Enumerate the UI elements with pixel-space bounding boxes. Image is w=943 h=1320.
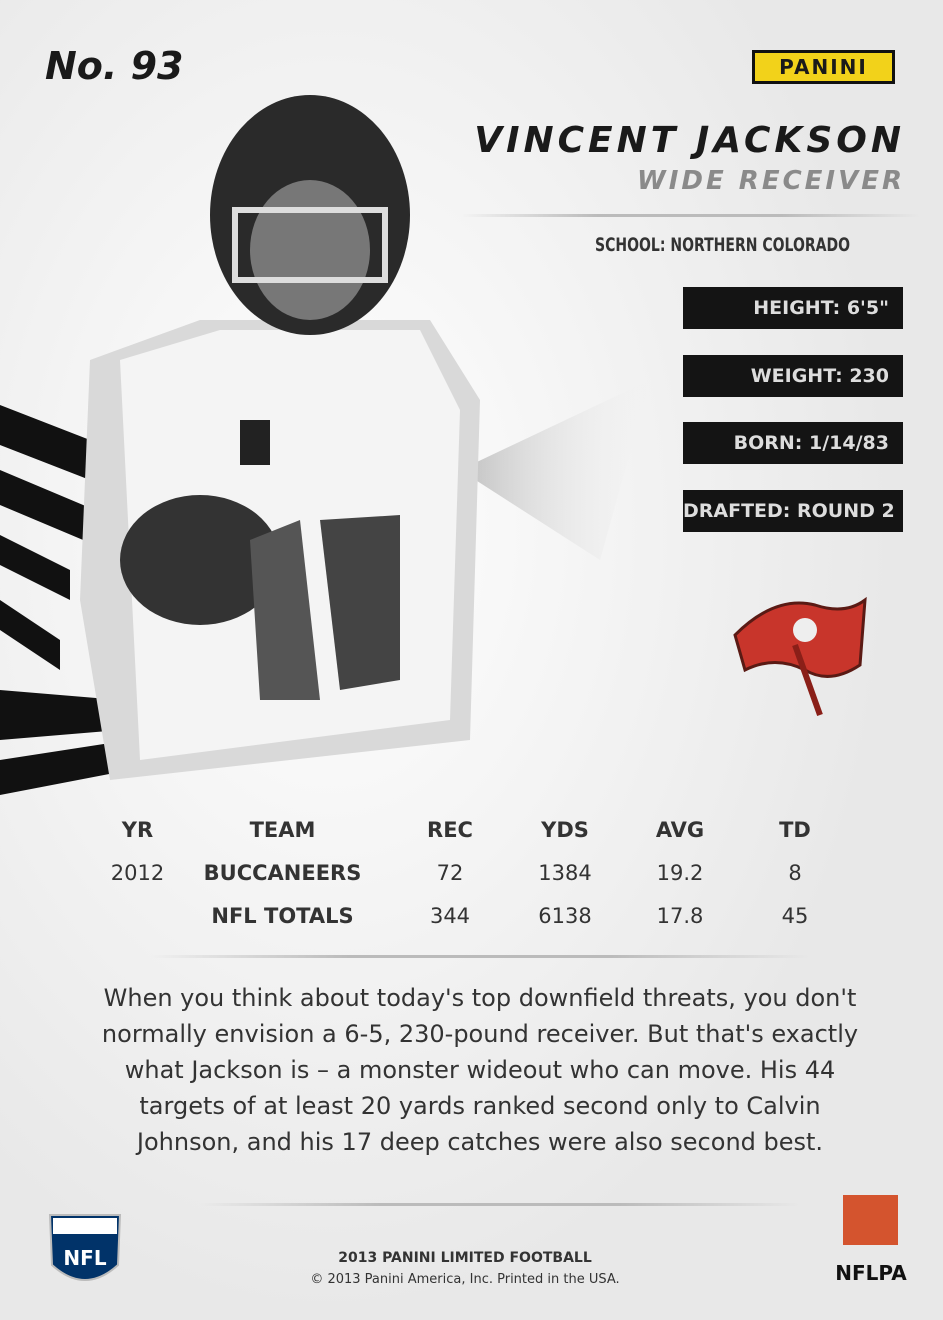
nflpa-text: NFLPA (835, 1261, 907, 1285)
stats-cell: NFL TOTALS (211, 903, 354, 928)
header-cell: REC (427, 817, 473, 842)
fact-box: DRAFTED: ROUND 2 (683, 489, 903, 532)
footer-line: © 2013 Panini America, Inc. Printed in t… (310, 1272, 620, 1287)
light-ray (460, 380, 650, 560)
nfl-shield: NFL (48, 1214, 122, 1281)
player-name: VINCENT JACKSON (474, 120, 905, 161)
school: SCHOOL: NORTHERN COLORADO (595, 234, 851, 256)
brand-logo: PANINI (752, 50, 895, 84)
fact-box: HEIGHT: 6'5" (683, 287, 903, 329)
divider (460, 214, 920, 217)
stats-cell: 45 (781, 903, 809, 928)
player-photo (80, 95, 480, 780)
stats-cell: 17.8 (656, 903, 704, 928)
nfl-text: NFL (63, 1246, 106, 1270)
stats-cell (95, 894, 180, 937)
header-cell: AVG (655, 817, 705, 842)
divider (200, 1203, 800, 1206)
stats-cell: 19.2 (656, 860, 704, 885)
header-row: YR TEAM REC YDS AVG TD (95, 808, 845, 851)
position: WIDE RECEIVER (637, 166, 905, 196)
team-flag (733, 596, 867, 717)
stats-row: NFL TOTALS 344 6138 17.8 45 (95, 894, 845, 937)
header-cell: TD (779, 817, 811, 842)
fact-box: WEIGHT: 230 (683, 354, 903, 397)
card-number: No. 93 (45, 44, 184, 88)
fact-box: BORN: 1/14/83 (683, 422, 903, 464)
stats-cell: 72 (436, 860, 464, 885)
stats-cell: 344 (429, 903, 471, 928)
stats-row: 2012 BUCCANEERS 72 1384 19.2 8 (95, 851, 845, 894)
stats-cell: 6138 (538, 903, 592, 928)
stats-cell: 2012 (110, 860, 165, 885)
header-cell: YDS (541, 817, 589, 842)
stats-cell: 8 (788, 860, 802, 885)
header-cell: TEAM (249, 817, 316, 842)
stats-cell: BUCCANEERS (203, 860, 362, 885)
stripes (0, 405, 130, 795)
stats-table: YR TEAM REC YDS AVG TD 2012 BUCCANEERS 72 1384 19.… (95, 808, 845, 937)
bio: When you think about today's top downfie… (101, 984, 859, 1156)
nflpa-logo: NFLPA (835, 1195, 907, 1285)
footer-line: 2013 PANINI LIMITED FOOTBALL (338, 1250, 592, 1266)
header-cell: YR (121, 817, 154, 842)
divider (150, 955, 810, 958)
stats-cell: 1384 (538, 860, 592, 885)
